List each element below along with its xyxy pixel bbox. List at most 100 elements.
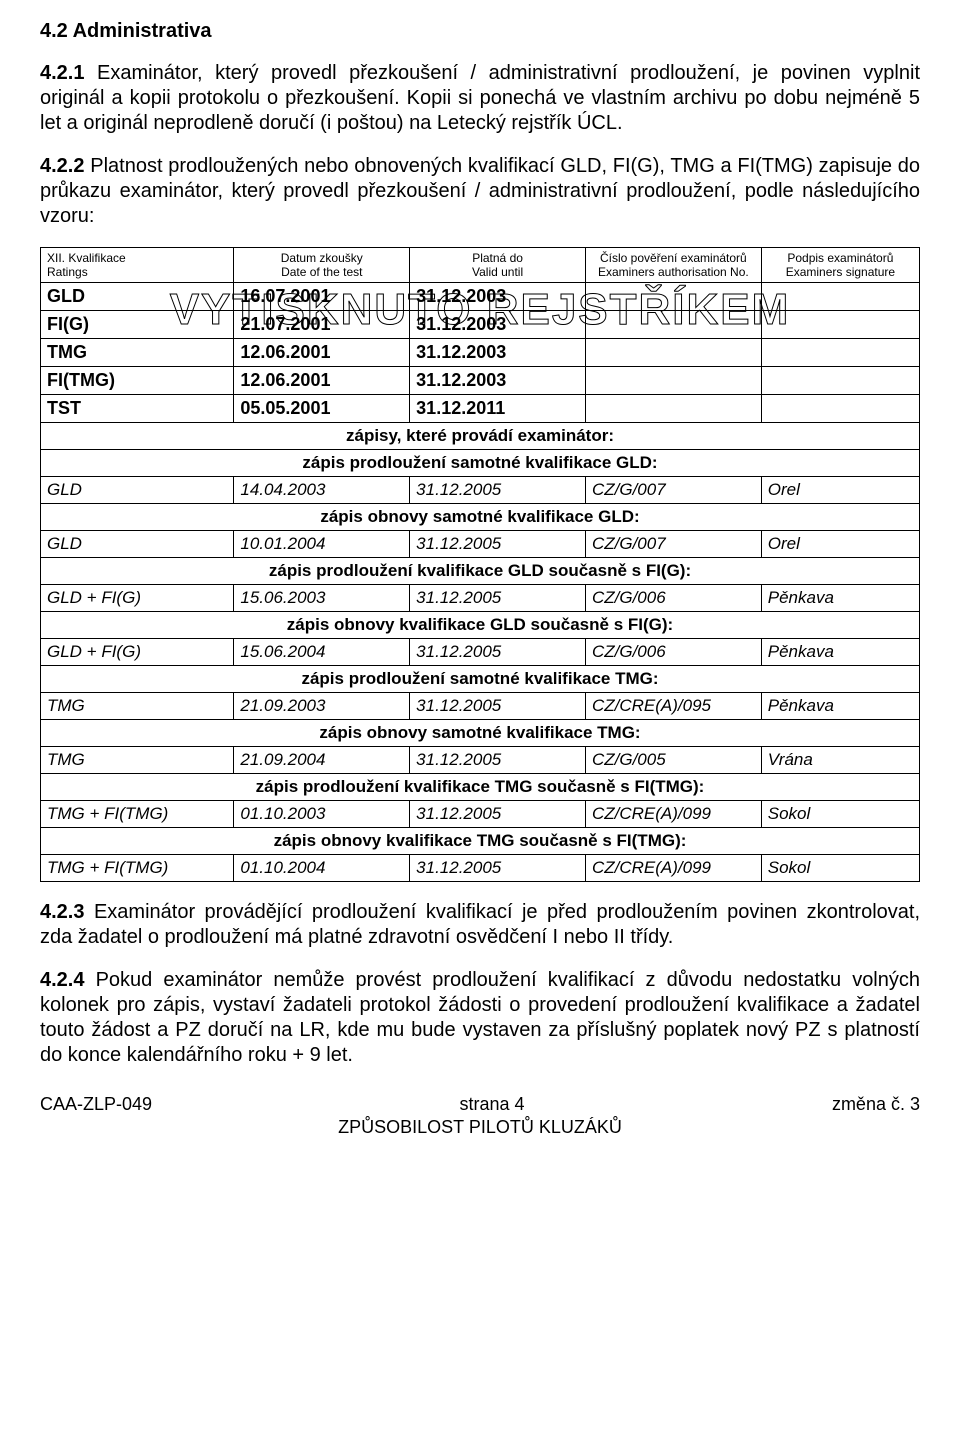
para-text: Examinátor, který provedl přezkoušení / … (40, 62, 920, 134)
table-cell (585, 283, 761, 311)
table-cell: 12.06.2001 (234, 339, 410, 367)
table-cell (585, 395, 761, 423)
section-title-cell: zápis prodloužení kvalifikace GLD součas… (41, 558, 920, 585)
table-body: GLD16.07.200131.12.2003FI(G)21.07.200131… (41, 283, 920, 882)
para-number: 4.2.1 (40, 62, 84, 84)
table-cell: CZ/G/006 (585, 585, 761, 612)
table-cell: TST (41, 395, 234, 423)
section-title-row: zápis obnovy samotné kvalifikace GLD: (41, 504, 920, 531)
section-title-row: zápis prodloužení kvalifikace GLD součas… (41, 558, 920, 585)
table-cell: Sokol (761, 801, 919, 828)
section-title-row: zápisy, které provádí examinátor: (41, 423, 920, 450)
table-row: TMG12.06.200131.12.2003 (41, 339, 920, 367)
para-text: Pokud examinátor nemůže provést prodlouž… (40, 969, 920, 1066)
table-cell (761, 283, 919, 311)
table-row: TST05.05.200131.12.2011 (41, 395, 920, 423)
table-cell: 15.06.2003 (234, 585, 410, 612)
table-cell: GLD (41, 477, 234, 504)
table-cell: TMG (41, 693, 234, 720)
th-valid: Platná do Valid until (410, 248, 586, 283)
section-title-row: zápis obnovy kvalifikace GLD současně s … (41, 612, 920, 639)
table-cell (585, 339, 761, 367)
table-cell: FI(TMG) (41, 367, 234, 395)
table-cell: CZ/G/007 (585, 531, 761, 558)
para-number: 4.2.4 (40, 969, 84, 991)
table-cell: CZ/CRE(A)/099 (585, 801, 761, 828)
table-cell: 15.06.2004 (234, 639, 410, 666)
section-heading: 4.2 Administrativa (40, 20, 920, 43)
para-number: 4.2.3 (40, 901, 84, 923)
table-cell: 21.07.2001 (234, 311, 410, 339)
table-cell: 31.12.2005 (410, 639, 586, 666)
table-cell: Orel (761, 531, 919, 558)
table-cell (761, 339, 919, 367)
table-cell: TMG (41, 747, 234, 774)
table-row: FI(G)21.07.200131.12.2003 (41, 311, 920, 339)
table-cell (761, 367, 919, 395)
qualification-table: XII. Kvalifikace Ratings Datum zkoušky D… (40, 247, 920, 882)
table-row: GLD + FI(G)15.06.200331.12.2005CZ/G/006P… (41, 585, 920, 612)
section-title-cell: zápis prodloužení samotné kvalifikace GL… (41, 450, 920, 477)
table-cell: 12.06.2001 (234, 367, 410, 395)
table-cell: GLD (41, 283, 234, 311)
table-cell: Vrána (761, 747, 919, 774)
table-row: TMG21.09.200431.12.2005CZ/G/005Vrána (41, 747, 920, 774)
table-cell: FI(G) (41, 311, 234, 339)
section-title-row: zápis prodloužení samotné kvalifikace GL… (41, 450, 920, 477)
table-cell: Pěnkava (761, 693, 919, 720)
table-cell: Sokol (761, 855, 919, 882)
table-cell: 21.09.2003 (234, 693, 410, 720)
section-title-row: zápis obnovy kvalifikace TMG současně s … (41, 828, 920, 855)
table-row: TMG21.09.200331.12.2005CZ/CRE(A)/095Pěnk… (41, 693, 920, 720)
table-cell: 01.10.2004 (234, 855, 410, 882)
table-header: XII. Kvalifikace Ratings Datum zkoušky D… (41, 248, 920, 283)
page-footer: CAA-ZLP-049 strana 4 změna č. 3 (40, 1094, 920, 1115)
section-title-cell: zápis prodloužení samotné kvalifikace TM… (41, 666, 920, 693)
table-cell: GLD (41, 531, 234, 558)
para-text: Platnost prodloužených nebo obnovených k… (40, 155, 920, 227)
table-cell: 10.01.2004 (234, 531, 410, 558)
table-row: GLD10.01.200431.12.2005CZ/G/007Orel (41, 531, 920, 558)
footer-left: CAA-ZLP-049 (40, 1094, 152, 1115)
table-cell: 01.10.2003 (234, 801, 410, 828)
th-authno: Číslo pověření examinátorů Examiners aut… (585, 248, 761, 283)
table-cell: 31.12.2005 (410, 477, 586, 504)
table-cell: 31.12.2005 (410, 801, 586, 828)
table-cell: 16.07.2001 (234, 283, 410, 311)
table-cell: 31.12.2011 (410, 395, 586, 423)
table-row: TMG + FI(TMG)01.10.200331.12.2005CZ/CRE(… (41, 801, 920, 828)
table-cell: 31.12.2003 (410, 339, 586, 367)
th-date: Datum zkoušky Date of the test (234, 248, 410, 283)
table-cell: CZ/G/007 (585, 477, 761, 504)
table-cell (585, 311, 761, 339)
table-cell: TMG + FI(TMG) (41, 855, 234, 882)
section-title-cell: zápis prodloužení kvalifikace TMG součas… (41, 774, 920, 801)
table-row: GLD14.04.200331.12.2005CZ/G/007Orel (41, 477, 920, 504)
table-cell: GLD + FI(G) (41, 639, 234, 666)
table-cell: 31.12.2003 (410, 367, 586, 395)
table-cell: 31.12.2005 (410, 585, 586, 612)
table-cell: CZ/G/005 (585, 747, 761, 774)
table-cell: 31.12.2005 (410, 747, 586, 774)
table-row: TMG + FI(TMG)01.10.200431.12.2005CZ/CRE(… (41, 855, 920, 882)
table-cell (761, 311, 919, 339)
table-cell: 31.12.2003 (410, 311, 586, 339)
section-title-cell: zápisy, které provádí examinátor: (41, 423, 920, 450)
table-cell: 31.12.2005 (410, 855, 586, 882)
section-title-cell: zápis obnovy samotné kvalifikace TMG: (41, 720, 920, 747)
para-4-2-3: 4.2.3 Examinátor provádějící prodloužení… (40, 900, 920, 950)
section-title-row: zápis obnovy samotné kvalifikace TMG: (41, 720, 920, 747)
table-cell: TMG (41, 339, 234, 367)
footer-bottom: ZPŮSOBILOST PILOTŮ KLUZÁKŮ (40, 1117, 920, 1138)
th-signature: Podpis examinátorů Examiners signature (761, 248, 919, 283)
table-cell: Pěnkava (761, 639, 919, 666)
table-cell: CZ/CRE(A)/095 (585, 693, 761, 720)
section-title-row: zápis prodloužení kvalifikace TMG součas… (41, 774, 920, 801)
table-cell: 14.04.2003 (234, 477, 410, 504)
table-row: GLD + FI(G)15.06.200431.12.2005CZ/G/006P… (41, 639, 920, 666)
para-text: Examinátor provádějící prodloužení kvali… (40, 901, 920, 948)
th-ratings: XII. Kvalifikace Ratings (41, 248, 234, 283)
table-cell: 21.09.2004 (234, 747, 410, 774)
table-cell (761, 395, 919, 423)
para-number: 4.2.2 (40, 155, 84, 177)
